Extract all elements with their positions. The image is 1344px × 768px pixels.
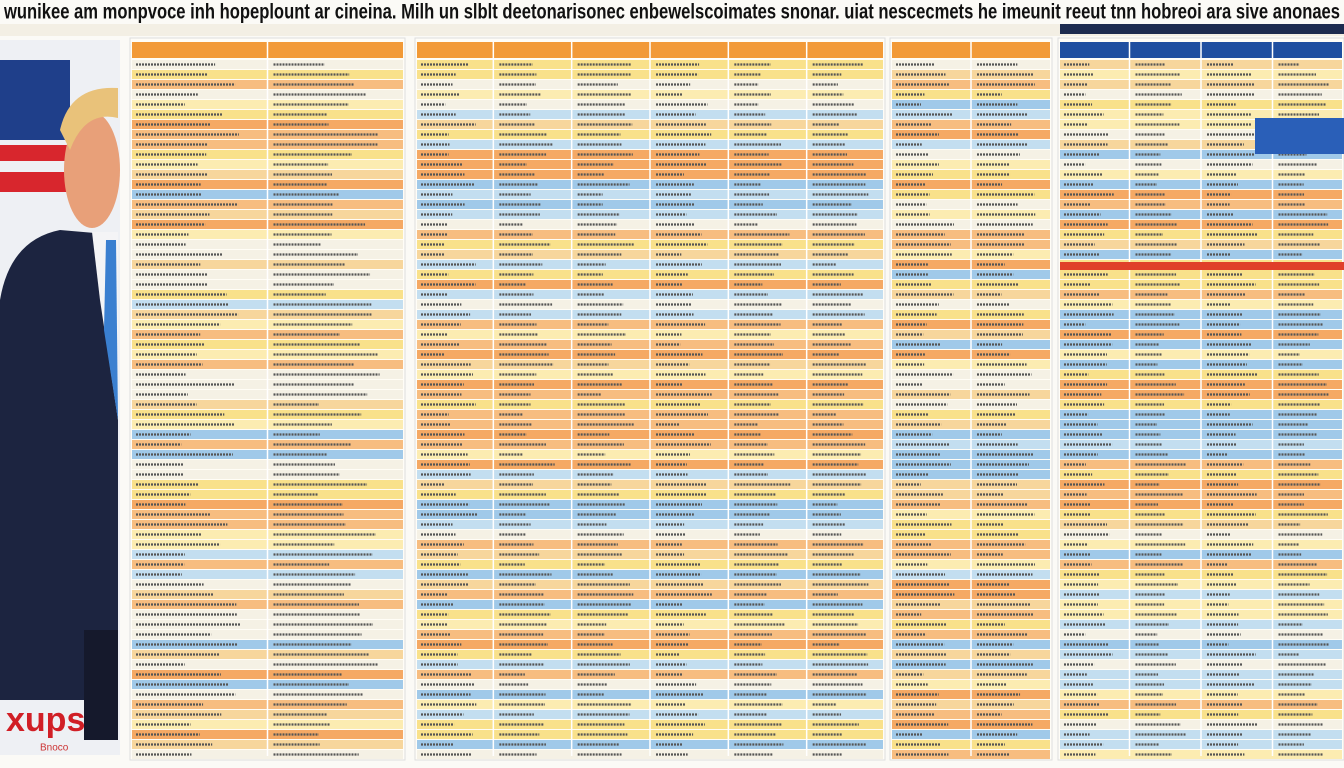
face: [64, 112, 120, 228]
tables: [129, 37, 1344, 761]
flag-blue: [0, 60, 70, 140]
headline: wunikee am monpvoce inh hopeplount ar ci…: [3, 1, 1340, 24]
photo-credit: Bnoco: [40, 743, 69, 754]
legs: [84, 630, 118, 740]
header-strip-dark: [1060, 24, 1344, 34]
header-strip: [0, 24, 1344, 36]
photo-caption: xups: [6, 701, 85, 739]
suit: [0, 230, 118, 700]
table-band: [1060, 262, 1344, 270]
flag-stripe: [0, 145, 70, 161]
hair: [60, 87, 118, 150]
flag-stripe: [0, 172, 70, 192]
tie: [104, 240, 118, 420]
table-band: [1255, 118, 1344, 154]
photo: xups Bnoco: [0, 40, 120, 755]
